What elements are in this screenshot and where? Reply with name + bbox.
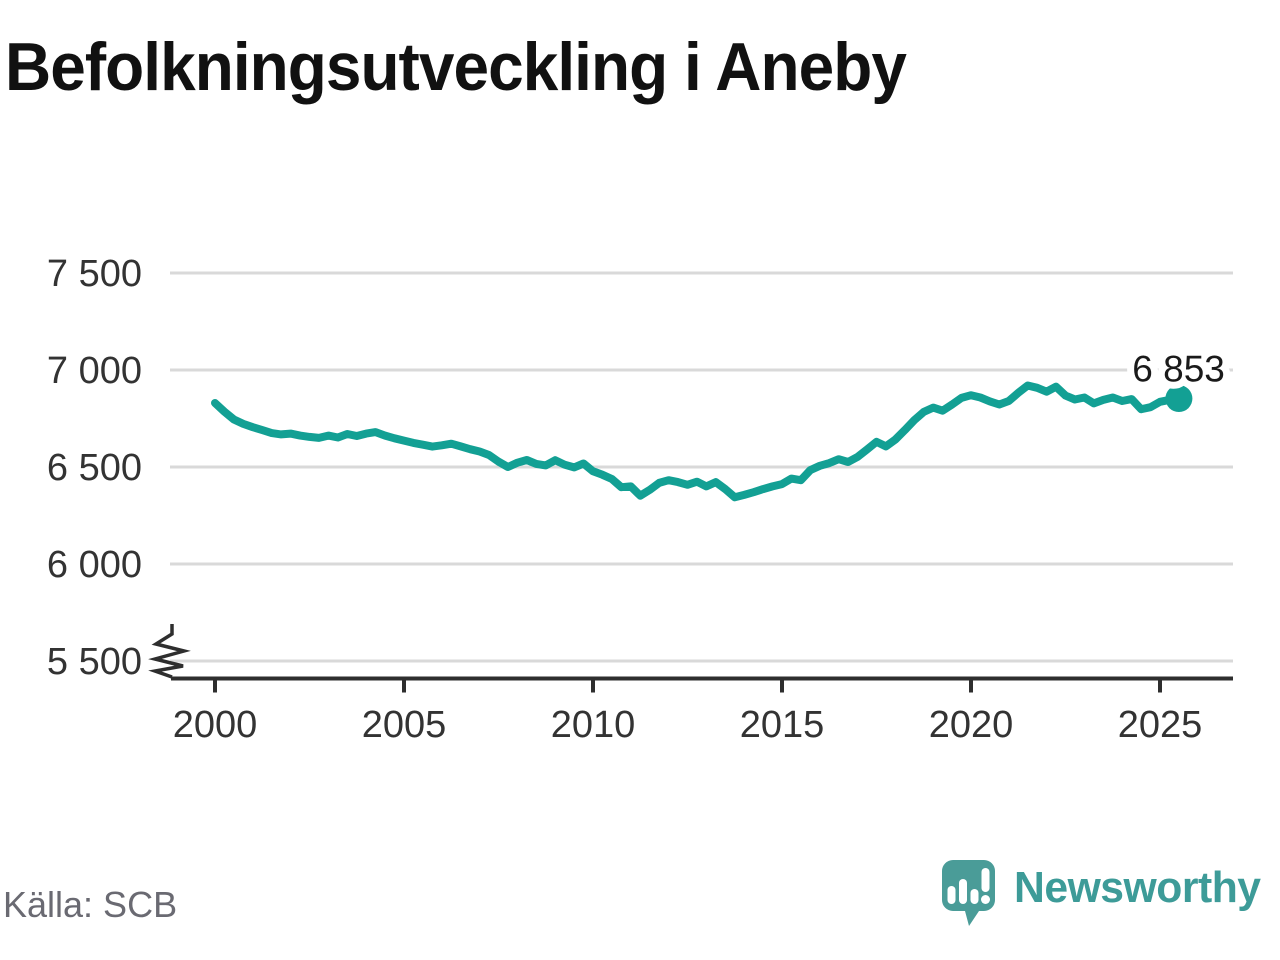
y-axis-tick-label: 5 500 [47,641,142,683]
y-axis-tick-label: 6 000 [47,544,142,586]
x-axis-tick-label: 2025 [1118,704,1203,746]
y-axis-tick-label: 7 000 [47,350,142,392]
newsworthy-logo: Newsworthy [939,858,1268,928]
latest-value-dot [1165,385,1193,413]
bar-1 [947,886,956,904]
gridlines [170,271,1233,663]
x-axis-tick-label: 2010 [551,704,636,746]
newsworthy-wordmark: Newsworthy [1013,863,1261,912]
page-title: Befolkningsutveckling i Aneby [5,29,907,105]
x-axis-tick-label: 2005 [362,704,447,746]
newsworthy-speech-bubble-chart-icon [941,860,995,926]
axis-break-icon [148,624,191,679]
x-axis-ticks [213,678,1162,693]
y-axis-tick-label: 7 500 [47,253,142,295]
x-axis [148,624,1233,681]
exclamation-bar [981,868,990,892]
x-axis-tick-label: 2000 [173,704,258,746]
bar-2 [958,879,967,904]
x-axis-tick-label: 2020 [929,704,1014,746]
x-axis-tick-labels: 2000 2005 2010 2015 2020 2025 [173,704,1203,746]
exclamation-dot [980,895,990,904]
y-axis-tick-label: 6 500 [47,447,142,489]
x-axis-tick-label: 2015 [740,704,825,746]
y-axis-labels: 7 500 7 000 6 500 6 000 5 500 [47,253,142,683]
bar-3 [970,889,979,904]
latest-value-label: 6 853 [1132,349,1225,390]
source-note: Källa: SCB [3,884,178,925]
population-trend-line [211,381,1183,502]
data-series [211,381,1183,502]
